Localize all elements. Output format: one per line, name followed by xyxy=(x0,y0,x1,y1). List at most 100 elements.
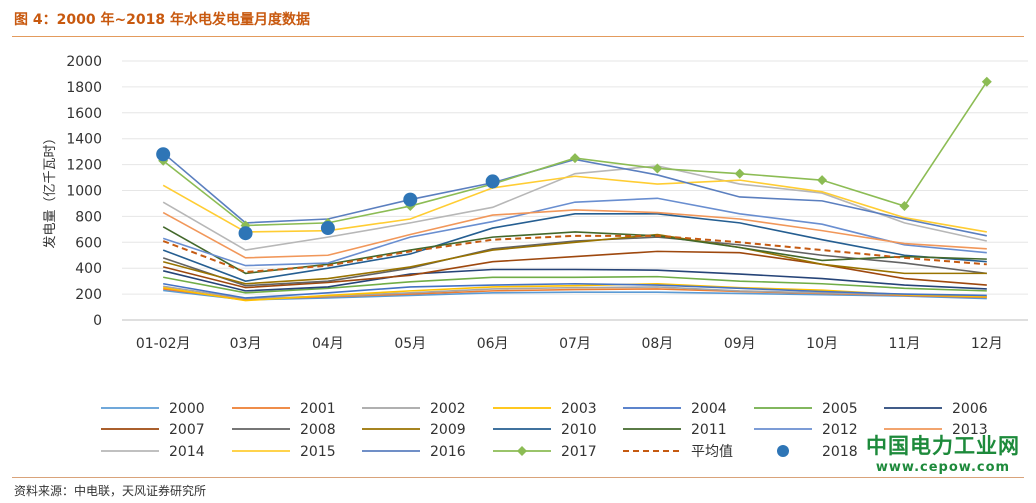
legend-item-2004: 2004 xyxy=(623,401,727,417)
data-point xyxy=(734,168,745,179)
x-tick-label: 10月 xyxy=(806,336,838,352)
legend-item-2002: 2002 xyxy=(362,401,466,417)
watermark: 中国电力工业网 www.cepow.com xyxy=(853,433,1033,477)
data-point xyxy=(817,175,828,186)
legend-item-平均值: 平均值 xyxy=(623,444,733,460)
y-tick-label: 400 xyxy=(75,261,102,277)
series-line xyxy=(162,234,987,274)
hydropower-line-chart: 0 200 400 600 800 1000 1200 1400 1600 1800 2000 01… xyxy=(42,54,1028,460)
legend-label: 2015 xyxy=(300,444,336,460)
series-2007 xyxy=(162,250,987,289)
series-2012 xyxy=(162,197,987,267)
y-tick-label: 1200 xyxy=(66,158,102,174)
legend-item-2007: 2007 xyxy=(101,422,205,438)
series-line xyxy=(162,233,987,285)
x-tick-label: 01-02月 xyxy=(136,336,191,352)
series-2010 xyxy=(162,213,987,282)
legend-label: 2018 xyxy=(822,444,858,460)
series-line xyxy=(163,289,987,301)
y-axis-label: 发电量（亿千瓦时） xyxy=(42,131,58,248)
series-line xyxy=(162,175,987,233)
data-point xyxy=(403,192,418,207)
series-平均值 xyxy=(162,234,987,274)
y-axis: 0 200 400 600 800 1000 1200 1400 1600 1800 2000 xyxy=(66,54,102,329)
y-tick-label: 2000 xyxy=(66,54,102,70)
series-2000 xyxy=(163,289,987,301)
legend-item-2006: 2006 xyxy=(884,401,988,417)
legend-label: 2007 xyxy=(169,422,205,438)
legend-item-2012: 2012 xyxy=(754,422,858,438)
x-tick-label: 07月 xyxy=(559,336,591,352)
series-2018 xyxy=(156,147,500,241)
legend-item-2008: 2008 xyxy=(232,422,336,438)
legend-item-2016: 2016 xyxy=(362,444,466,460)
legend: 2000 2001 2002 2003 2004 2005 2006 2007 2008 2009… xyxy=(101,401,988,460)
x-tick-label: 06月 xyxy=(477,336,509,352)
legend-item-2017: 2017 xyxy=(493,444,597,460)
data-point xyxy=(156,147,171,162)
watermark-url: www.cepow.com xyxy=(875,460,1011,475)
legend-label: 2017 xyxy=(561,444,597,460)
legend-label: 2010 xyxy=(561,422,597,438)
legend-label: 2001 xyxy=(300,401,336,417)
series-line xyxy=(162,236,987,287)
x-tick-label: 08月 xyxy=(641,336,673,352)
legend-label: 2002 xyxy=(430,401,466,417)
series-line xyxy=(162,268,987,292)
y-tick-label: 1600 xyxy=(66,106,102,122)
series-2013 xyxy=(162,209,987,259)
y-tick-label: 0 xyxy=(93,313,102,329)
watermark-name: 中国电力工业网 xyxy=(866,434,1020,458)
data-point xyxy=(320,221,335,236)
legend-label: 2013 xyxy=(952,422,988,438)
y-tick-label: 800 xyxy=(75,209,102,225)
y-tick-label: 1000 xyxy=(66,184,102,200)
legend-item-2014: 2014 xyxy=(101,444,205,460)
y-tick-label: 1800 xyxy=(66,80,102,96)
legend-item-2013: 2013 xyxy=(884,422,988,438)
legend-label: 2008 xyxy=(300,422,336,438)
legend-item-2000: 2000 xyxy=(101,401,205,417)
legend-item-2015: 2015 xyxy=(232,444,336,460)
x-axis: 01-02月 03月 04月 05月 06月 07月 08月 09月 10月 11月 12月 xyxy=(136,336,1003,352)
y-tick-label: 1400 xyxy=(66,132,102,148)
series-2014 xyxy=(162,165,987,251)
x-tick-label: 05月 xyxy=(394,336,426,352)
legend-label: 2005 xyxy=(822,401,858,417)
legend-item-2010: 2010 xyxy=(493,422,597,438)
legend-item-2011: 2011 xyxy=(623,422,727,438)
series-line xyxy=(162,165,987,251)
legend-item-2009: 2009 xyxy=(362,422,466,438)
legend-label: 2016 xyxy=(430,444,466,460)
x-tick-label: 09月 xyxy=(724,336,756,352)
y-tick-label: 600 xyxy=(75,235,102,251)
data-point xyxy=(981,76,992,87)
series-2015 xyxy=(162,175,987,233)
series-line xyxy=(162,197,987,267)
series-2006 xyxy=(162,268,987,292)
grid-lines xyxy=(122,60,1028,321)
legend-swatch xyxy=(777,445,789,457)
data-point xyxy=(899,201,910,212)
legend-item-2018: 2018 xyxy=(777,444,858,460)
legend-label: 平均值 xyxy=(691,444,733,460)
legend-label: 2012 xyxy=(822,422,858,438)
legend-label: 2004 xyxy=(691,401,727,417)
legend-label: 2000 xyxy=(169,401,205,417)
series-lines xyxy=(156,76,992,302)
legend-label: 2003 xyxy=(561,401,597,417)
series-line xyxy=(162,209,987,259)
figure-title: 图 4：2000 年~2018 年水电发电量月度数据 xyxy=(14,12,311,28)
legend-item-2005: 2005 xyxy=(754,401,858,417)
x-tick-label: 03月 xyxy=(230,336,262,352)
series-line xyxy=(163,282,987,299)
legend-label: 2006 xyxy=(952,401,988,417)
legend-item-2001: 2001 xyxy=(232,401,336,417)
data-point xyxy=(238,226,253,241)
data-point xyxy=(652,163,663,174)
series-line xyxy=(162,250,987,289)
series-2008 xyxy=(162,236,987,287)
source-note: 资料来源：中电联，天风证券研究所 xyxy=(14,484,207,498)
x-tick-label: 12月 xyxy=(971,336,1003,352)
series-2004 xyxy=(163,282,987,299)
